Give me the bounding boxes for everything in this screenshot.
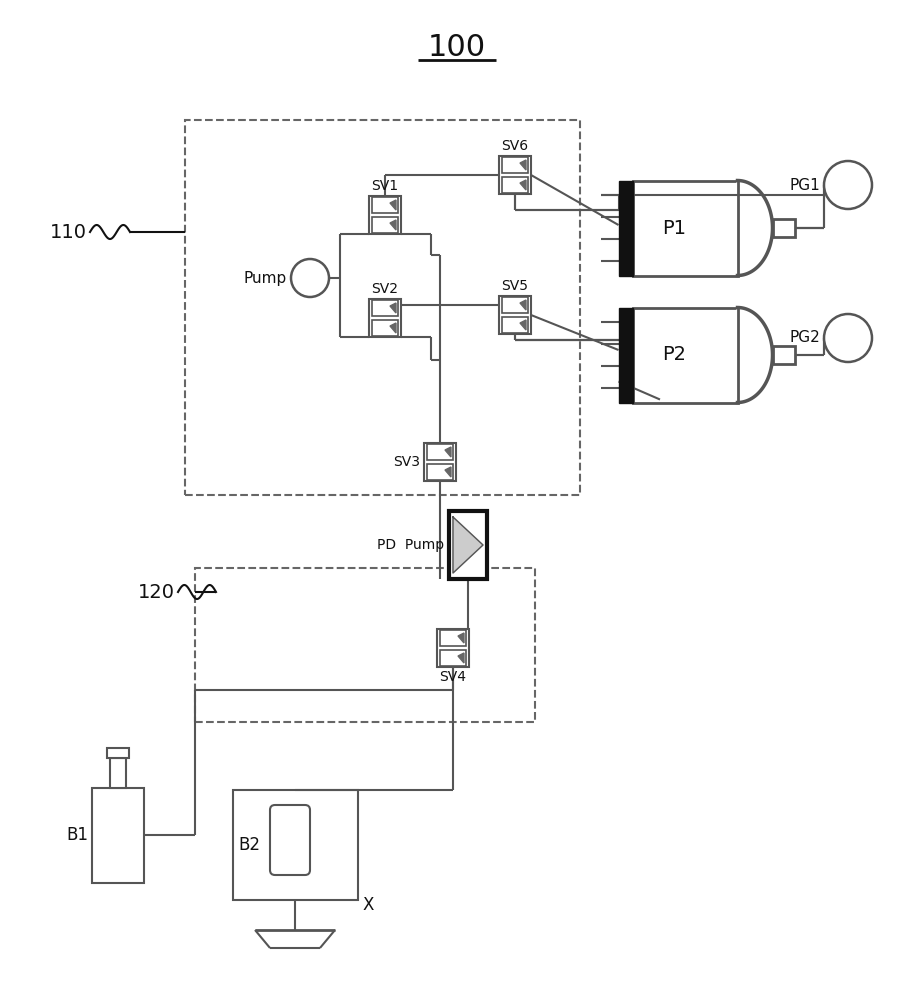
Bar [502, 297, 528, 313]
Text: PD  Pump: PD Pump [377, 538, 444, 552]
Bar [772, 219, 794, 237]
Text: B1: B1 [66, 826, 88, 844]
Text: SV6: SV6 [501, 139, 529, 153]
Bar [427, 464, 453, 480]
Bar [502, 317, 528, 333]
Text: SV4: SV4 [439, 670, 467, 684]
Bar [372, 197, 398, 213]
Polygon shape [520, 160, 526, 170]
Bar [619, 308, 632, 402]
Bar [92, 788, 144, 882]
Polygon shape [520, 300, 526, 310]
Bar [437, 629, 469, 667]
Bar [372, 300, 398, 316]
Text: SV1: SV1 [371, 179, 399, 193]
Text: 120: 120 [138, 582, 175, 601]
Polygon shape [520, 180, 526, 190]
Bar [372, 217, 398, 233]
Text: 100: 100 [428, 33, 486, 62]
Bar [427, 444, 453, 460]
Text: PG2: PG2 [790, 330, 820, 346]
Polygon shape [520, 320, 526, 330]
Text: SV3: SV3 [393, 455, 420, 469]
Text: SV2: SV2 [371, 282, 399, 296]
Bar [502, 157, 528, 173]
Text: 110: 110 [50, 223, 87, 241]
Polygon shape [453, 517, 483, 573]
Bar [499, 296, 531, 334]
Text: B2: B2 [239, 836, 261, 854]
Polygon shape [458, 633, 464, 643]
Bar [195, 568, 535, 722]
Bar [372, 320, 398, 336]
Bar [772, 346, 794, 364]
Text: P2: P2 [662, 346, 686, 364]
Bar [185, 120, 580, 495]
Text: PG1: PG1 [790, 178, 820, 192]
Bar [499, 156, 531, 194]
Polygon shape [737, 180, 772, 275]
Bar [424, 443, 456, 481]
Bar [107, 748, 129, 758]
Text: Pump: Pump [243, 270, 287, 286]
FancyBboxPatch shape [270, 805, 310, 875]
Bar [440, 630, 466, 646]
Bar [440, 650, 466, 666]
Circle shape [824, 161, 872, 209]
Text: P1: P1 [662, 219, 686, 237]
Bar [502, 177, 528, 193]
Polygon shape [390, 303, 396, 313]
Polygon shape [390, 200, 396, 210]
Bar [632, 180, 737, 275]
Bar [110, 758, 126, 788]
Text: SV5: SV5 [501, 279, 529, 293]
Text: X: X [362, 896, 374, 914]
Bar [232, 790, 358, 900]
Circle shape [291, 259, 329, 297]
Polygon shape [445, 467, 451, 477]
Polygon shape [390, 323, 396, 333]
Polygon shape [737, 308, 772, 402]
Bar [449, 511, 487, 579]
Bar [632, 308, 737, 402]
Polygon shape [458, 653, 464, 663]
Bar [369, 299, 401, 337]
Polygon shape [445, 447, 451, 457]
Bar [619, 180, 632, 275]
Polygon shape [390, 220, 396, 230]
Bar [369, 196, 401, 234]
Circle shape [824, 314, 872, 362]
